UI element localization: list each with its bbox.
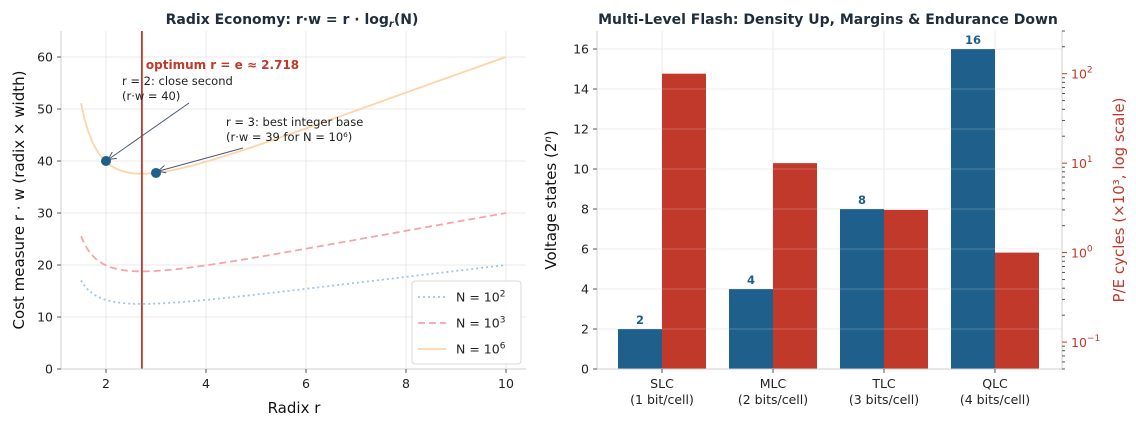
bar-value-label: 8	[858, 193, 866, 207]
right-left-tick-label: 16	[573, 42, 589, 57]
category-label: MLC	[760, 376, 787, 391]
bar-pe-cycles	[662, 73, 706, 370]
right-left-tick-label: 2	[581, 322, 589, 337]
left-ticks: 2 4 6 8 10 0 10 20 30 40 50 60	[37, 50, 514, 392]
right-left-tick-label: 4	[581, 282, 589, 297]
right-right-axis-label: P/E cycles (×10³, log scale)	[1110, 98, 1128, 303]
category-sublabel: (2 bits/cell)	[738, 392, 808, 407]
bar-pe-cycles	[995, 252, 1039, 369]
annotation-text: r = 3: best integer base	[226, 115, 363, 129]
left-chart-title: Radix Economy: r·w = r · logr(N)	[166, 12, 419, 30]
left-x-tick-label: 6	[302, 376, 310, 391]
optimum-label: optimum r = e ≈ 2.718	[146, 58, 299, 72]
left-y-tick-label: 40	[37, 154, 53, 169]
category-label: QLC	[982, 376, 1008, 391]
right-right-tick-label: 10−1	[1071, 334, 1100, 350]
left-y-tick-label: 30	[37, 206, 53, 221]
bar-pe-cycles	[884, 209, 928, 369]
annotation-text: (r·w = 40)	[122, 89, 180, 103]
right-left-tick-label: 0	[581, 362, 589, 377]
category-label: TLC	[871, 376, 896, 391]
bar-value-label: 16	[965, 33, 981, 47]
left-y-tick-label: 10	[37, 310, 53, 325]
left-x-tick-label: 4	[202, 376, 210, 391]
left-x-tick-label: 10	[498, 376, 514, 391]
right-left-tick-label: 8	[581, 202, 589, 217]
right-right-tick-label: 101	[1071, 155, 1093, 171]
bar-voltage-states	[951, 49, 995, 369]
highlight-point-r3	[151, 167, 161, 178]
annotation-arrow	[159, 147, 244, 171]
annotation-arrow	[109, 102, 190, 159]
legend-label-n6: N = 106	[456, 342, 506, 357]
left-y-tick-label: 20	[37, 258, 53, 273]
right-left-tick-label: 6	[581, 242, 589, 257]
right-bars: 2 4 8 16	[597, 33, 1062, 370]
bar-voltage-states	[840, 209, 884, 369]
right-left-tick-label: 12	[573, 122, 589, 137]
bar-voltage-states	[618, 329, 662, 369]
right-left-tick-label: 10	[573, 162, 589, 177]
series-line-n3	[80, 212, 507, 273]
optimum-line: optimum r = e ≈ 2.718	[140, 31, 299, 369]
left-axes	[60, 31, 526, 370]
bar-pe-cycles	[773, 163, 817, 369]
category-sublabel: (1 bit/cell)	[630, 392, 694, 407]
right-left-axis-label: Voltage states (2n)	[542, 130, 560, 269]
category-label: SLC	[650, 376, 674, 391]
left-y-axis-label: Cost measure r · w (radix × width)	[10, 71, 28, 330]
legend-box	[411, 280, 522, 365]
right-left-tick-label: 14	[573, 82, 589, 97]
category-sublabel: (4 bits/cell)	[960, 392, 1030, 407]
left-x-axis-label: Radix r	[268, 399, 322, 417]
legend-label-n2: N = 102	[456, 290, 505, 305]
left-x-tick-label: 2	[102, 376, 110, 391]
right-right-tick-label: 102	[1071, 66, 1093, 82]
right-chart-title: Multi-Level Flash: Density Up, Margins &…	[598, 12, 1058, 28]
bar-voltage-states	[729, 289, 773, 369]
flash-chart: Multi-Level Flash: Density Up, Margins &…	[542, 12, 1128, 407]
left-y-tick-label: 0	[45, 362, 53, 377]
annotation-text: r = 2: close second	[122, 74, 233, 88]
left-legend: N = 102 N = 103 N = 106	[411, 280, 522, 365]
left-annotations: r = 2: close second(r·w = 40) r = 3: best…	[101, 74, 363, 178]
bar-value-label: 4	[747, 273, 755, 287]
right-right-tick-label: 100	[1071, 245, 1093, 261]
left-y-tick-label: 50	[37, 102, 53, 117]
legend-label-n3: N = 103	[456, 316, 505, 331]
annotation-text: (r·w = 39 for N = 10⁶)	[226, 130, 352, 144]
left-x-tick-label: 8	[402, 376, 410, 391]
left-y-tick-label: 60	[37, 50, 53, 65]
radix-economy-chart: Radix Economy: r·w = r · logr(N) optimum…	[10, 12, 526, 417]
category-sublabel: (3 bits/cell)	[849, 392, 919, 407]
series-line-n2	[80, 264, 507, 305]
highlight-point-r2	[101, 156, 111, 166]
bar-value-label: 2	[636, 313, 644, 327]
